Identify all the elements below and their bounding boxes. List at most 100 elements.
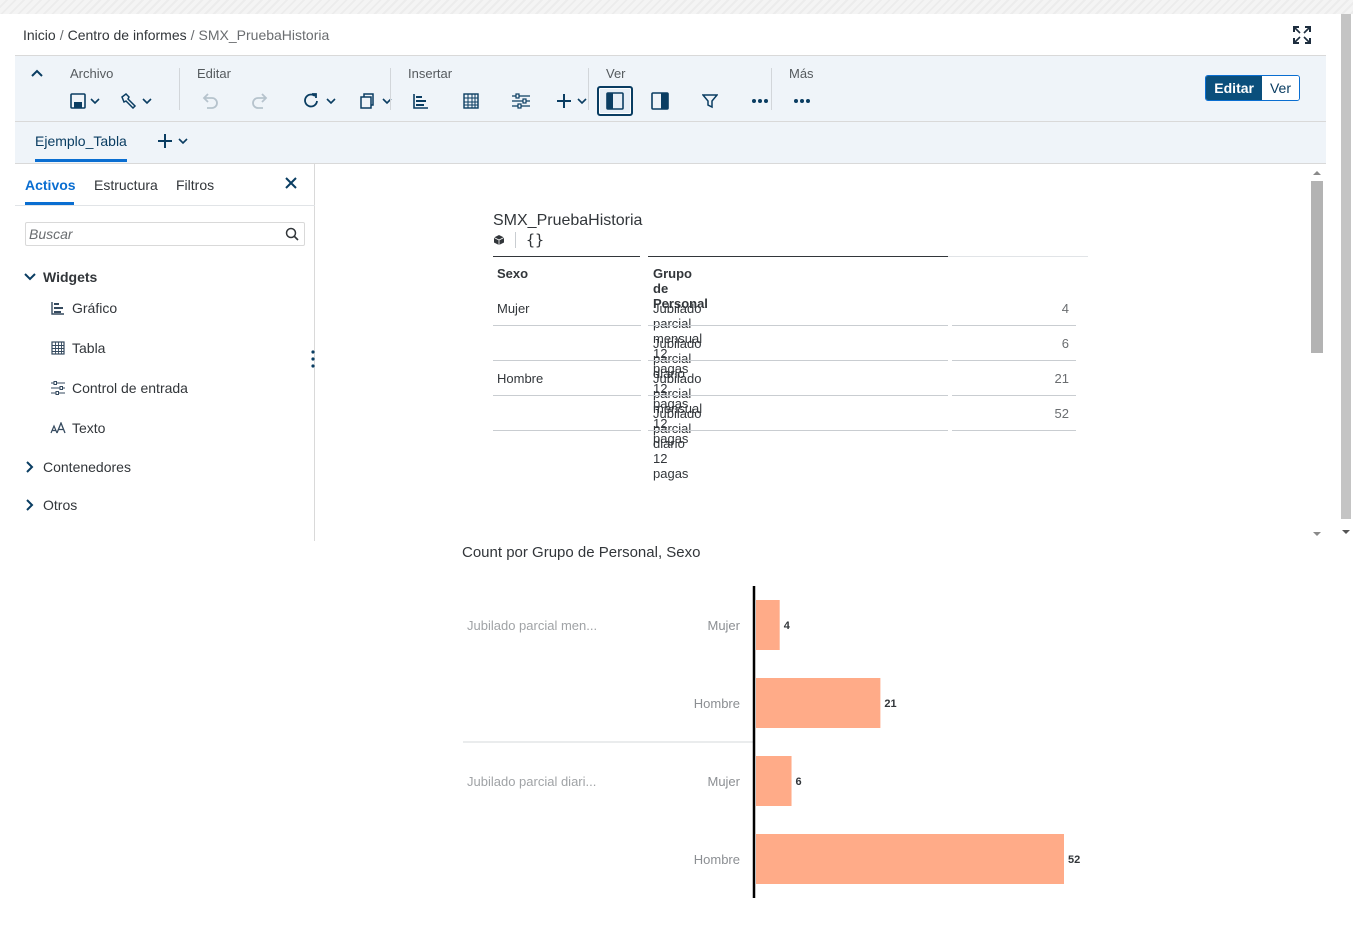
sliders-icon — [512, 93, 530, 109]
toolbar: Archivo Editar — [15, 56, 1326, 122]
right-panel-icon — [651, 92, 669, 110]
row-divider — [648, 325, 948, 326]
close-icon[interactable] — [284, 176, 298, 190]
row-divider — [493, 395, 641, 396]
right-panel-toggle[interactable] — [647, 88, 673, 114]
breadcrumb-separator: / — [59, 27, 64, 43]
refresh-button[interactable] — [303, 88, 339, 114]
widget-item-grafico[interactable]: Gráfico — [50, 300, 117, 316]
panel-divider — [15, 205, 315, 206]
row-divider — [952, 430, 1076, 431]
breadcrumb-current: SMX_PruebaHistoria — [198, 27, 330, 43]
bar-data-label[interactable]: 4 — [784, 620, 791, 632]
add-page-button[interactable] — [157, 133, 189, 149]
search-field — [25, 222, 305, 246]
column-header-sexo[interactable]: Sexo — [497, 266, 529, 281]
scroll-down-icon[interactable] — [1339, 527, 1353, 537]
row-divider — [952, 325, 1076, 326]
category-label: Hombre — [694, 852, 740, 867]
table-cell-sexo: Hombre — [497, 371, 544, 386]
breadcrumb-home[interactable]: Inicio — [23, 27, 56, 43]
contenedores-group-header[interactable]: Contenedores — [23, 459, 131, 475]
filter-button[interactable] — [697, 88, 723, 114]
breadcrumb-separator: / — [190, 27, 195, 43]
table-cell-count: 52 — [1054, 406, 1069, 421]
edit-mode-button[interactable]: Editar — [1206, 76, 1262, 100]
scroll-down-icon[interactable] — [1310, 529, 1324, 539]
row-divider — [493, 430, 641, 431]
bar-data-label[interactable]: 21 — [884, 698, 896, 710]
bar-data-label[interactable]: 6 — [796, 776, 802, 788]
row-divider — [952, 360, 1076, 361]
table-cell-count: 4 — [1061, 301, 1069, 316]
table-cell-grupo: Jubilado parcial diario 12 pagas — [653, 406, 702, 481]
view-mode-button[interactable]: Ver — [1261, 76, 1299, 100]
row-divider — [493, 325, 641, 326]
page-scrollbar-thumb[interactable] — [1341, 14, 1351, 519]
view-more-button[interactable] — [747, 88, 773, 114]
widget-item-texto[interactable]: Texto — [50, 420, 105, 436]
widget-item-label: Texto — [72, 420, 106, 436]
otros-group-header[interactable]: Otros — [23, 497, 77, 513]
column-header-grupo[interactable]: Grupo de Personal — [653, 266, 708, 311]
copy-button[interactable] — [359, 88, 395, 114]
table-title: SMX_PruebaHistoria — [493, 212, 643, 229]
widget-item-tabla[interactable]: Tabla — [50, 340, 105, 356]
table-cell-grupo: Jubilado parcial diario 12 pagas — [653, 336, 702, 411]
toolbar-group-archivo: Archivo — [70, 66, 152, 116]
undo-button[interactable] — [197, 88, 223, 114]
breadcrumb: Inicio / Centro de informes / SMX_PruebaHist… — [23, 27, 329, 43]
insert-chart-button[interactable] — [408, 88, 434, 114]
bar-2[interactable] — [756, 756, 792, 806]
tab-ejemplo-tabla[interactable]: Ejemplo_Tabla — [35, 133, 127, 162]
bar-data-label[interactable]: 52 — [1068, 854, 1080, 866]
panel-resize-handle[interactable] — [311, 349, 315, 369]
collapse-toolbar-icon[interactable] — [29, 66, 45, 82]
tab-filtros[interactable]: Filtros — [176, 177, 215, 193]
search-icon[interactable] — [285, 227, 299, 241]
toolbar-group-insertar: Insertar — [408, 66, 590, 116]
row-divider — [952, 395, 1076, 396]
bar-chart[interactable]: Count por Grupo de Personal, Sexo 4 Mujer… — [455, 541, 1095, 901]
search-input[interactable] — [26, 223, 276, 245]
tab-activos[interactable]: Activos — [25, 177, 76, 193]
chevron-down-icon — [24, 273, 36, 281]
tab-estructura[interactable]: Estructura — [94, 177, 158, 193]
scroll-up-icon[interactable] — [1310, 168, 1324, 178]
bar-0[interactable] — [756, 600, 780, 650]
formula-icon[interactable]: {} — [526, 231, 545, 249]
toolbar-label-mas: Más — [789, 66, 814, 81]
assets-panel: Activos Estructura Filtros Widgets Gráfi… — [15, 164, 315, 541]
page-scrollbar[interactable] — [1339, 14, 1353, 541]
more-button[interactable] — [789, 88, 815, 114]
bar-1[interactable] — [756, 678, 881, 728]
toolbar-label-ver: Ver — [606, 66, 626, 81]
table-header-rule — [948, 256, 1088, 257]
save-button[interactable] — [70, 88, 100, 114]
scrollbar-thumb[interactable] — [1311, 181, 1323, 353]
widgets-group-header[interactable]: Widgets — [23, 269, 97, 285]
insert-input-control-button[interactable] — [508, 88, 534, 114]
chevron-right-icon — [26, 499, 34, 511]
canvas-scrollbar[interactable] — [1310, 168, 1324, 541]
left-panel-toggle[interactable] — [597, 86, 633, 116]
redo-button[interactable] — [247, 88, 273, 114]
widget-item-label: Control de entrada — [72, 380, 188, 396]
fullscreen-icon[interactable] — [1292, 25, 1312, 45]
toolbar-group-ver: Ver — [597, 66, 773, 116]
table-cell-sexo: Mujer — [497, 301, 530, 316]
widget-item-control-de-entrada[interactable]: Control de entrada — [50, 380, 188, 396]
bar-3[interactable] — [756, 834, 1064, 884]
tools-button[interactable] — [120, 88, 152, 114]
table-header-rule — [648, 256, 948, 257]
table-widget-header[interactable]: SMX_PruebaHistoria {} — [493, 212, 1093, 249]
breadcrumb-section[interactable]: Centro de informes — [67, 27, 187, 43]
group-label: Jubilado parcial diari... — [467, 774, 596, 789]
toolbar-group-mas: Más — [789, 66, 815, 116]
table-icon — [50, 340, 66, 356]
insert-more-button[interactable] — [556, 88, 590, 114]
insert-table-button[interactable] — [458, 88, 484, 114]
toolbar-divider — [179, 68, 180, 110]
table-cell-grupo: Jubilado parcial mensual 12 pagas — [653, 371, 703, 446]
redo-icon — [252, 93, 268, 109]
